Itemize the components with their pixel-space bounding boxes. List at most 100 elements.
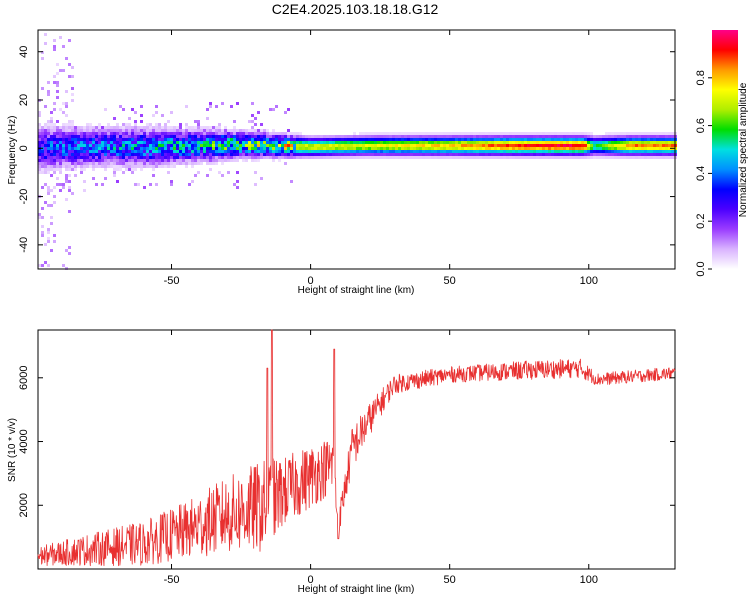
heatmap-cell	[146, 138, 149, 141]
heatmap-cell	[308, 153, 311, 156]
heatmap-cell	[599, 138, 602, 141]
heatmap-cell	[107, 135, 110, 138]
heatmap-cell	[671, 138, 674, 141]
heatmap-cell	[143, 165, 146, 168]
heatmap-cell	[422, 156, 425, 159]
heatmap-cell	[131, 108, 134, 111]
heatmap-cell	[200, 138, 203, 141]
heatmap-cell	[41, 153, 44, 156]
heatmap-cell	[59, 162, 62, 165]
heatmap-cell	[362, 141, 365, 144]
heatmap-cell	[110, 132, 113, 135]
heatmap-cell	[236, 180, 239, 183]
heatmap-cell	[188, 183, 191, 186]
heatmap-cell	[185, 156, 188, 159]
heatmap-cell	[266, 141, 269, 144]
heatmap-cell	[281, 156, 284, 159]
heatmap-cell	[569, 135, 572, 138]
heatmap-cell	[257, 111, 260, 114]
heatmap-cell	[344, 153, 347, 156]
heatmap-cell	[206, 162, 209, 165]
heatmap-cell	[53, 45, 56, 48]
heatmap-cell	[611, 156, 614, 159]
heatmap-cell	[89, 138, 92, 141]
heatmap-cell	[314, 135, 317, 138]
heatmap-cell	[557, 138, 560, 141]
heatmap-cell	[248, 129, 251, 132]
heatmap-cell	[50, 120, 53, 123]
heatmap-cell	[209, 147, 212, 150]
heatmap-cell	[182, 159, 185, 162]
heatmap-cell	[629, 147, 632, 150]
heatmap-cell	[353, 144, 356, 147]
heatmap-cell	[104, 108, 107, 111]
heatmap-cell	[512, 132, 515, 135]
heatmap-cell	[95, 165, 98, 168]
heatmap-cell	[416, 147, 419, 150]
heatmap-cell	[422, 153, 425, 156]
heatmap-cell	[542, 144, 545, 147]
heatmap-cell	[365, 141, 368, 144]
heatmap-cell	[311, 135, 314, 138]
heatmap-cell	[89, 153, 92, 156]
heatmap-cell	[83, 159, 86, 162]
heatmap-cell	[188, 162, 191, 165]
spectrogram-cells	[38, 33, 677, 270]
heatmap-cell	[476, 156, 479, 159]
heatmap-cell	[212, 162, 215, 165]
heatmap-cell	[383, 153, 386, 156]
heatmap-cell	[563, 141, 566, 144]
heatmap-cell	[86, 123, 89, 126]
heatmap-cell	[389, 144, 392, 147]
heatmap-cell	[95, 141, 98, 144]
heatmap-cell	[59, 126, 62, 129]
heatmap-cell	[89, 147, 92, 150]
heatmap-cell	[116, 159, 119, 162]
heatmap-cell	[176, 126, 179, 129]
heatmap-cell	[284, 153, 287, 156]
heatmap-cell	[455, 147, 458, 150]
heatmap-cell	[599, 147, 602, 150]
heatmap-cell	[455, 135, 458, 138]
heatmap-cell	[671, 132, 674, 135]
heatmap-cell	[170, 162, 173, 165]
heatmap-cell	[209, 144, 212, 147]
heatmap-cell	[524, 150, 527, 153]
heatmap-cell	[191, 141, 194, 144]
heatmap-cell	[251, 138, 254, 141]
heatmap-cell	[509, 135, 512, 138]
heatmap-cell	[533, 135, 536, 138]
heatmap-cell	[662, 147, 665, 150]
heatmap-cell	[350, 144, 353, 147]
heatmap-cell	[155, 135, 158, 138]
heatmap-cell	[95, 156, 98, 159]
heatmap-cell	[227, 171, 230, 174]
heatmap-cell	[131, 168, 134, 171]
heatmap-cell	[251, 120, 254, 123]
heatmap-cell	[131, 162, 134, 165]
heatmap-cell	[257, 156, 260, 159]
heatmap-cell	[212, 147, 215, 150]
heatmap-cell	[482, 150, 485, 153]
heatmap-cell	[122, 129, 125, 132]
heatmap-cell	[521, 141, 524, 144]
heatmap-cell	[530, 132, 533, 135]
heatmap-cell	[632, 153, 635, 156]
heatmap-cell	[38, 138, 41, 141]
heatmap-cell	[290, 135, 293, 138]
heatmap-cell	[536, 147, 539, 150]
heatmap-cell	[116, 141, 119, 144]
heatmap-cell	[566, 147, 569, 150]
heatmap-cell	[509, 132, 512, 135]
heatmap-cell	[134, 120, 137, 123]
heatmap-cell	[524, 135, 527, 138]
heatmap-cell	[203, 129, 206, 132]
heatmap-cell	[359, 138, 362, 141]
heatmap-cell	[128, 144, 131, 147]
heatmap-cell	[275, 135, 278, 138]
heatmap-cell	[272, 141, 275, 144]
heatmap-cell	[473, 153, 476, 156]
heatmap-cell	[344, 138, 347, 141]
heatmap-cell	[101, 144, 104, 147]
